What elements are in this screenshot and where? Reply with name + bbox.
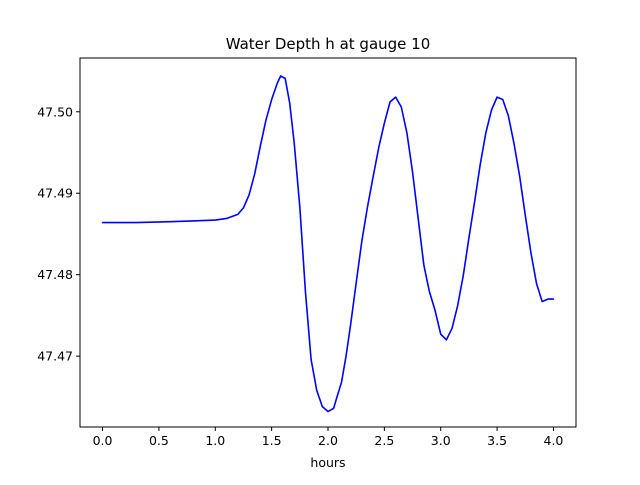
x-tick-label: 0.0 xyxy=(93,433,113,448)
x-axis-label: hours xyxy=(310,455,345,470)
chart-title: Water Depth h at gauge 10 xyxy=(226,35,431,53)
y-tick-label: 47.50 xyxy=(37,104,73,119)
series-line-0 xyxy=(101,75,555,413)
x-tick-label: 3.5 xyxy=(487,433,507,448)
x-tick-label: 3.0 xyxy=(431,433,451,448)
x-tick-label: 1.0 xyxy=(205,433,225,448)
y-tick-label: 47.48 xyxy=(37,267,73,282)
x-tick-label: 2.5 xyxy=(374,433,394,448)
y-tick-label: 47.49 xyxy=(37,186,73,201)
x-tick-label: 2.0 xyxy=(318,433,338,448)
y-tick-label: 47.47 xyxy=(37,349,73,364)
x-tick-label: 1.5 xyxy=(262,433,282,448)
plot-area: 0.0 0.5 1.0 1.5 2.0 2.5 3.0 3.5 4.0 47.47 47.48 47.… xyxy=(37,57,577,448)
x-tick-label: 0.5 xyxy=(149,433,169,448)
x-tick-label: 4.0 xyxy=(544,433,564,448)
